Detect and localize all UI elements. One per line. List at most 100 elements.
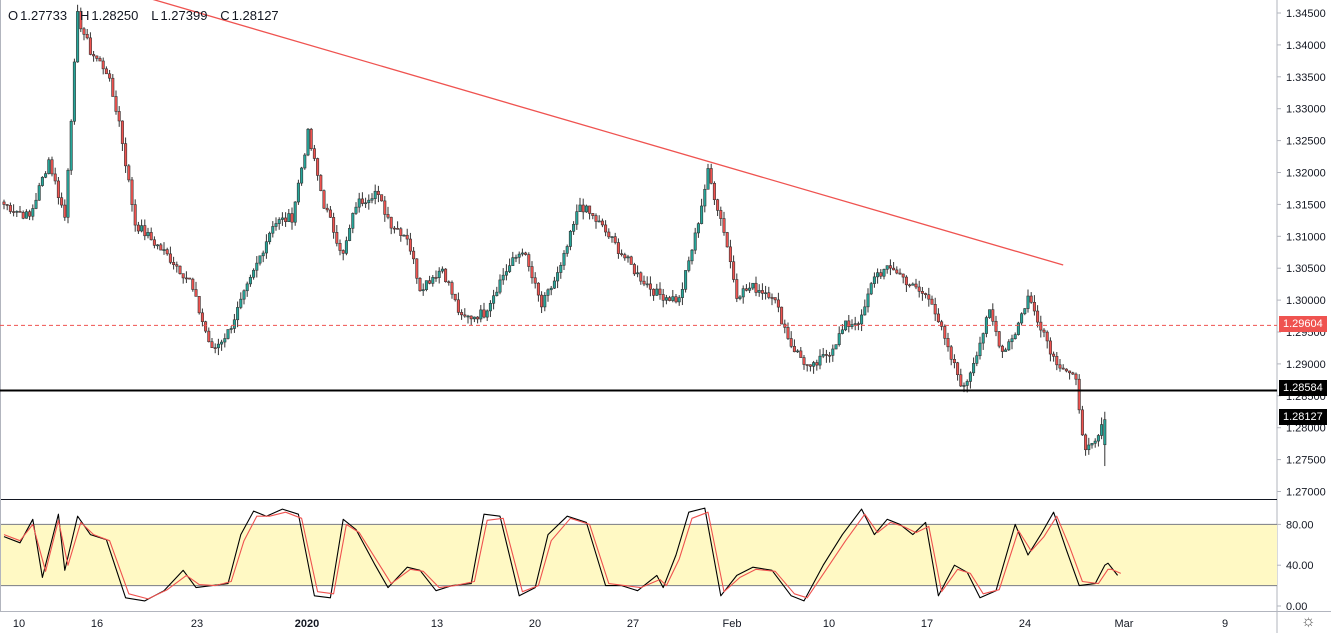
candle-body bbox=[997, 331, 1001, 347]
candle-body bbox=[920, 291, 924, 294]
candle-body bbox=[952, 359, 956, 364]
candle bbox=[226, 329, 230, 340]
candle bbox=[1103, 411, 1107, 467]
candle-body bbox=[40, 176, 44, 186]
candle-body bbox=[360, 198, 364, 204]
candle-body bbox=[344, 240, 348, 254]
candle-body bbox=[552, 280, 556, 289]
candle bbox=[53, 167, 57, 185]
candle-body bbox=[1093, 440, 1097, 444]
candle-body bbox=[300, 167, 304, 184]
candle-body bbox=[82, 28, 86, 35]
candle bbox=[412, 247, 416, 265]
candle-body bbox=[626, 256, 630, 259]
candle bbox=[175, 261, 179, 273]
candle bbox=[533, 272, 537, 289]
candle bbox=[879, 269, 883, 280]
time-tick-label: 20 bbox=[529, 618, 541, 630]
candle-body bbox=[264, 241, 268, 254]
candle bbox=[72, 58, 76, 125]
candle-body bbox=[101, 60, 105, 70]
candle-body bbox=[581, 204, 585, 213]
candle bbox=[652, 288, 656, 301]
candle-body bbox=[162, 249, 166, 251]
candle-body bbox=[1029, 295, 1033, 303]
candle bbox=[306, 127, 310, 157]
candle bbox=[236, 301, 240, 328]
candle-body bbox=[1090, 442, 1094, 446]
oscillator-tick-label: 40.00 bbox=[1286, 560, 1314, 572]
candle-body bbox=[949, 346, 953, 360]
candle bbox=[15, 210, 19, 218]
candle-body bbox=[1058, 364, 1062, 369]
candle bbox=[760, 283, 764, 300]
candle-body bbox=[309, 128, 313, 150]
candle bbox=[540, 291, 544, 314]
candle bbox=[828, 351, 832, 363]
candle bbox=[5, 204, 9, 211]
candle bbox=[847, 314, 851, 333]
candle-body bbox=[636, 272, 640, 275]
candle-body bbox=[565, 246, 569, 254]
candle-body bbox=[479, 309, 483, 320]
candle-body bbox=[876, 272, 880, 278]
candle bbox=[748, 282, 752, 294]
candle-body bbox=[520, 252, 524, 255]
candle bbox=[472, 316, 476, 323]
price-tick-label: 1.31500 bbox=[1286, 199, 1326, 211]
candle bbox=[1055, 352, 1059, 371]
candle bbox=[924, 292, 928, 299]
candle-body bbox=[517, 253, 521, 258]
candle-body bbox=[972, 363, 976, 374]
candle-body bbox=[607, 231, 611, 238]
candle bbox=[136, 221, 140, 234]
candle-body bbox=[181, 273, 185, 279]
candle bbox=[354, 202, 358, 215]
price-tick-label: 1.27000 bbox=[1286, 487, 1326, 499]
candle bbox=[216, 338, 220, 356]
candle bbox=[588, 205, 592, 220]
oscillator-tick-label: 0.00 bbox=[1286, 601, 1307, 613]
candle bbox=[1096, 434, 1100, 447]
candle bbox=[1080, 405, 1084, 436]
gear-icon[interactable]: ☼ bbox=[1301, 613, 1316, 630]
candle-body bbox=[994, 320, 998, 332]
candle-body bbox=[536, 282, 540, 296]
candle-body bbox=[92, 54, 96, 57]
candle bbox=[754, 276, 758, 297]
candle-body bbox=[824, 354, 828, 356]
candle bbox=[351, 212, 355, 234]
candle-body bbox=[8, 205, 12, 212]
candle bbox=[8, 202, 12, 214]
candle bbox=[604, 220, 608, 237]
candle-body bbox=[751, 282, 755, 289]
candle bbox=[872, 272, 876, 288]
candle-body bbox=[117, 111, 121, 122]
candle bbox=[172, 256, 176, 270]
candle-body bbox=[482, 309, 486, 318]
candle bbox=[501, 268, 505, 285]
candle bbox=[178, 265, 182, 275]
candle-body bbox=[1068, 370, 1072, 374]
candle bbox=[930, 295, 934, 305]
candle bbox=[31, 204, 35, 221]
candle bbox=[645, 276, 649, 288]
candle-body bbox=[325, 207, 329, 211]
candle bbox=[693, 227, 697, 255]
candle bbox=[140, 219, 144, 233]
candle-body bbox=[1074, 373, 1078, 380]
candle bbox=[402, 234, 406, 237]
candle-body bbox=[210, 341, 214, 348]
open-value: 1.27733 bbox=[20, 8, 68, 23]
candle bbox=[1071, 371, 1075, 375]
candle-body bbox=[367, 199, 371, 204]
candle-body bbox=[1013, 334, 1017, 340]
candle-body bbox=[1103, 419, 1107, 446]
candle bbox=[568, 229, 572, 251]
candle bbox=[280, 212, 284, 226]
candle-body bbox=[108, 73, 112, 79]
candle bbox=[431, 275, 435, 287]
candle-body bbox=[1036, 310, 1040, 323]
